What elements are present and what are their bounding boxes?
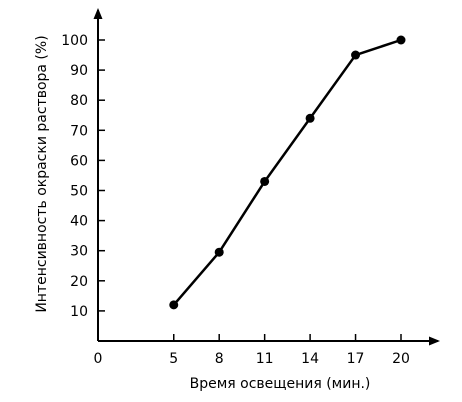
axes (93, 8, 440, 346)
x-tick-label-20: 20 (392, 351, 410, 367)
y-tick-label-20: 20 (70, 274, 88, 290)
series-line-0 (172, 38, 402, 306)
y-tick-label-70: 70 (70, 123, 88, 139)
x-tick-label-5: 5 (169, 351, 178, 367)
x-axis-label: Время освещения (мин.) (190, 376, 371, 392)
y-tick-label-80: 80 (70, 93, 88, 109)
ticks: 0 5 8 11 14 17 20 10 20 30 40 50 60 70 80 90 100 (61, 33, 410, 367)
y-tick-label-90: 90 (70, 63, 88, 79)
x-tick-label-11: 11 (256, 351, 274, 367)
y-tick-label-50: 50 (70, 184, 88, 200)
x-tick-label-14: 14 (301, 351, 319, 367)
y-tick-label-30: 30 (70, 244, 88, 260)
data-point-5 (169, 300, 179, 310)
data-series (169, 35, 406, 310)
y-tick-label-10: 10 (70, 304, 88, 320)
data-point-14 (305, 113, 315, 123)
data-point-20 (396, 35, 406, 45)
x-tick-label-0: 0 (94, 351, 103, 367)
y-tick-label-100: 100 (61, 33, 88, 49)
data-point-17 (351, 50, 361, 60)
data-point-11 (260, 176, 270, 186)
x-tick-label-8: 8 (215, 351, 224, 367)
y-tick-label-60: 60 (70, 153, 88, 169)
y-axis-label: Интенсивность окраски раствора (%) (34, 35, 50, 312)
y-tick-label-40: 40 (70, 214, 88, 230)
y-axis-arrow (93, 8, 103, 19)
data-point-8 (214, 247, 224, 257)
x-axis-arrow (429, 336, 440, 346)
x-tick-label-17: 17 (347, 351, 365, 367)
